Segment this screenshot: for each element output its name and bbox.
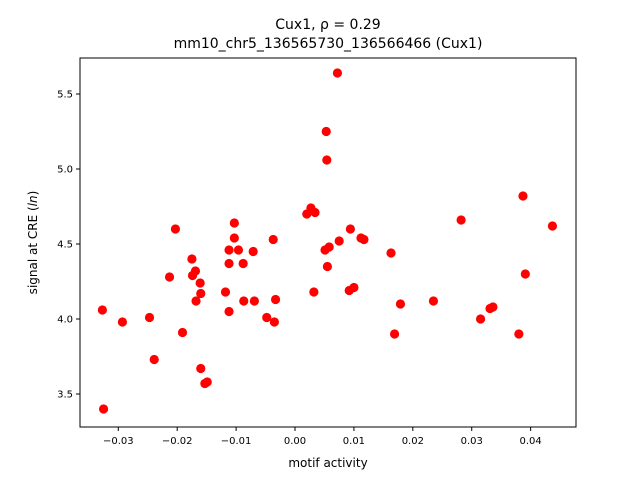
data-point bbox=[196, 288, 206, 299]
data-point bbox=[98, 404, 109, 414]
data-point bbox=[386, 248, 396, 258]
data-point bbox=[514, 329, 524, 339]
y-tick-label: 4.5 bbox=[57, 240, 73, 251]
data-point bbox=[238, 258, 248, 269]
data-point bbox=[547, 221, 558, 231]
data-point bbox=[196, 363, 206, 374]
data-point bbox=[475, 314, 486, 324]
data-point bbox=[224, 258, 234, 269]
data-point bbox=[187, 254, 197, 264]
data-point bbox=[170, 224, 181, 234]
data-point bbox=[269, 317, 279, 327]
data-point bbox=[268, 234, 278, 245]
data-point bbox=[164, 272, 175, 282]
data-point bbox=[488, 302, 498, 312]
x-tick-label: −0.03 bbox=[103, 436, 134, 447]
data-point bbox=[224, 306, 234, 317]
data-point bbox=[202, 377, 212, 387]
data-points bbox=[97, 68, 558, 414]
data-point bbox=[262, 312, 272, 323]
data-point bbox=[389, 329, 400, 339]
data-point bbox=[177, 327, 188, 338]
x-tick-label: 0.00 bbox=[284, 436, 306, 447]
data-point bbox=[322, 155, 332, 165]
y-tick-label: 5.0 bbox=[57, 165, 73, 176]
data-point bbox=[248, 246, 258, 257]
data-point bbox=[224, 245, 234, 255]
data-point bbox=[349, 282, 359, 293]
data-point bbox=[428, 296, 439, 306]
data-point bbox=[334, 236, 344, 246]
data-point bbox=[322, 261, 333, 272]
y-tick-label: 5.5 bbox=[57, 90, 73, 101]
chart-title-line2: mm10_chr5_136565730_136566466 (Cux1) bbox=[174, 36, 483, 52]
x-tick-label: 0.02 bbox=[402, 436, 424, 447]
data-point bbox=[117, 317, 128, 327]
y-axis-label: signal at CRE (ln) bbox=[26, 191, 40, 295]
y-axis-ticks: 3.5 4.0 4.5 5.0 5.5 bbox=[57, 90, 80, 401]
data-point bbox=[310, 207, 320, 218]
data-point bbox=[229, 218, 239, 228]
x-tick-label: 0.04 bbox=[520, 436, 542, 447]
data-point bbox=[233, 245, 244, 255]
data-point bbox=[309, 287, 319, 297]
data-point bbox=[195, 278, 205, 288]
data-point bbox=[270, 294, 281, 305]
x-axis-label: motif activity bbox=[288, 456, 367, 470]
data-point bbox=[345, 224, 355, 234]
y-axis-label-suffix: ) bbox=[26, 191, 40, 196]
data-point bbox=[395, 299, 406, 309]
data-point bbox=[456, 215, 466, 225]
data-point bbox=[324, 242, 334, 252]
data-point bbox=[359, 234, 369, 245]
data-point bbox=[220, 287, 231, 297]
y-tick-label: 3.5 bbox=[57, 390, 73, 401]
data-point bbox=[239, 296, 249, 306]
x-tick-label: 0.03 bbox=[461, 436, 483, 447]
data-point bbox=[518, 191, 528, 201]
plot-frame bbox=[79, 57, 577, 428]
data-point bbox=[520, 269, 530, 279]
x-axis-ticks: −0.03 −0.02 −0.01 0.00 0.01 0.02 0.03 0.04 bbox=[103, 427, 542, 447]
data-point bbox=[249, 296, 259, 306]
x-tick-label: −0.02 bbox=[162, 436, 193, 447]
data-point bbox=[97, 305, 107, 315]
data-point bbox=[190, 266, 201, 276]
data-point bbox=[191, 296, 201, 306]
data-point bbox=[144, 312, 155, 323]
data-point bbox=[321, 126, 331, 137]
data-point bbox=[149, 354, 159, 365]
y-axis-label-italic: ln bbox=[26, 195, 40, 206]
data-point bbox=[332, 68, 343, 78]
chart-title-line1: Cux1, ρ = 0.29 bbox=[275, 17, 380, 33]
y-axis-label-prefix: signal at CRE ( bbox=[26, 206, 40, 294]
data-point bbox=[229, 233, 239, 243]
y-tick-label: 4.0 bbox=[57, 315, 73, 326]
x-tick-label: 0.01 bbox=[343, 436, 365, 447]
x-tick-label: −0.01 bbox=[221, 436, 252, 447]
